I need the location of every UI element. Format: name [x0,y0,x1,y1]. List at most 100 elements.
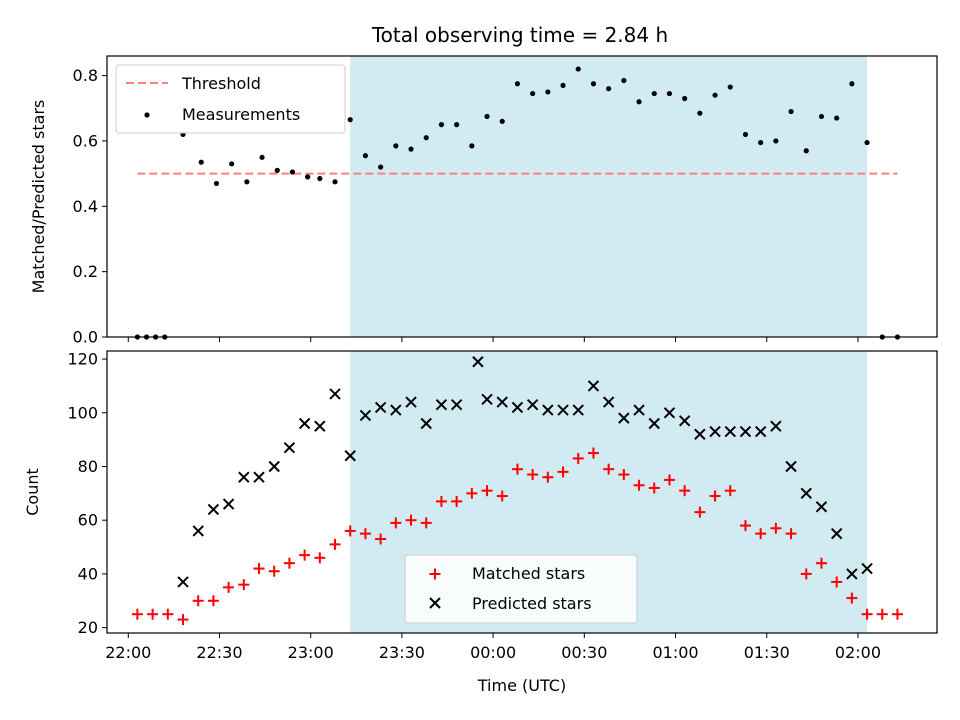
measurement-point [803,148,809,154]
measurement-point [773,138,779,144]
predicted-star-point [238,471,250,483]
predicted-star-point [694,428,706,440]
ratio-y-tick-label: 0.0 [73,328,98,347]
matched-star-point [815,557,827,569]
count-legend-box [404,554,638,624]
matched-star-point [451,495,463,507]
measurement-point [849,81,855,87]
ratio-y-tick-label: 0.6 [73,131,98,150]
matched-star-point [177,614,189,626]
measurement-point [499,118,505,124]
chart-title: Total observing time = 2.84 h [371,23,668,47]
x-tick-label: 22:00 [105,643,151,662]
matched-star-point [147,608,159,620]
matched-star-point [572,452,584,464]
predicted-star-point [633,404,645,416]
matched-star-point [739,520,751,532]
matched-star-point [375,533,387,545]
measurement-point [378,164,384,170]
x-tick-label: 02:00 [835,643,881,662]
measurement-point [682,95,688,102]
matched-star-point [268,565,280,577]
matched-star-point [800,568,812,580]
measurement-point [560,82,566,89]
measurement-point [305,174,311,180]
predicted-star-point [557,404,569,416]
legend-predicted-swatch [429,597,441,609]
predicted-star-point [542,404,554,416]
matched-star-point [694,506,706,518]
measurement-point [484,113,490,120]
legend-predicted-marker [429,597,441,609]
matched-star-point [253,563,265,575]
measurement-point [636,99,642,105]
count-y-tick-label: 40 [78,564,98,583]
matched-star-point [299,549,311,561]
measurement-point [213,180,220,187]
ratio-y-tick-label: 0.8 [73,66,98,85]
x-tick-label: 01:00 [652,643,698,662]
observing-window-shade [350,56,868,337]
ratio-x-ticks [127,337,859,342]
measurement-point [545,89,551,95]
matched-star-point [329,538,341,550]
measurement-point [229,161,235,167]
measurement-point [621,77,627,84]
matched-star-point [861,608,873,620]
measurement-point [408,146,414,152]
predicted-star-point [770,420,782,432]
measurement-point [362,153,369,159]
matched-star-point [435,495,447,507]
measurement-point [712,92,718,98]
measurement-point [864,139,870,146]
predicted-star-point [618,412,630,424]
measurement-point [289,169,296,175]
matched-star-point [283,557,295,569]
x-tick-label: 23:00 [288,643,334,662]
legend-matched-swatch [429,568,441,580]
matched-star-point [527,469,539,481]
predicted-star-point [268,460,280,473]
ratio-panel: 0.00.20.40.60.8 Matched/Predicted stars … [29,55,938,347]
matched-stars-points [131,447,903,626]
predicted-star-point [177,576,189,588]
predicted-star-point [800,487,812,500]
matched-star-point [648,482,660,494]
predicted-star-point [359,409,372,422]
measurement-point [423,135,429,141]
matched-star-point [770,522,782,534]
measurement-point [758,139,764,146]
x-tick-label: 22:30 [196,643,242,662]
matched-star-point [846,592,858,604]
count-y-tick-label: 100 [67,403,98,422]
predicted-star-point [420,417,432,430]
predicted-star-point [785,460,797,473]
count-legend: Matched stars Predicted stars [404,554,638,624]
predicted-star-point [846,568,858,580]
predicted-star-point [724,425,736,438]
matched-star-point [891,608,903,620]
measurement-point [742,131,749,138]
count-panel-frame [106,350,938,634]
predicted-star-point [283,441,296,454]
measurement-point [332,179,338,185]
matched-star-point [466,487,478,499]
predicted-star-point [815,501,828,513]
count-panel: 20 40 60 80 100 120 22:00 22:30 23:00 23:30 00:00… [23,350,938,695]
x-tick-label: 23:30 [379,643,425,662]
predicted-star-point [481,393,493,406]
legend-matched-marker [429,568,441,580]
predicted-star-point [344,450,356,462]
measurement-point [834,115,840,121]
ratio-y-axis-label: Matched/Predicted stars [29,100,48,294]
ratio-legend-box [115,64,346,134]
measurement-point [198,159,204,165]
predicted-star-point [314,420,326,432]
predicted-star-point [192,525,204,537]
measurement-point [514,81,521,87]
predicted-star-point [830,527,843,540]
predicted-star-point [511,401,524,414]
predicted-star-point [572,404,584,416]
predicted-star-point [405,396,417,408]
x-tick-label: 00:00 [470,643,516,662]
